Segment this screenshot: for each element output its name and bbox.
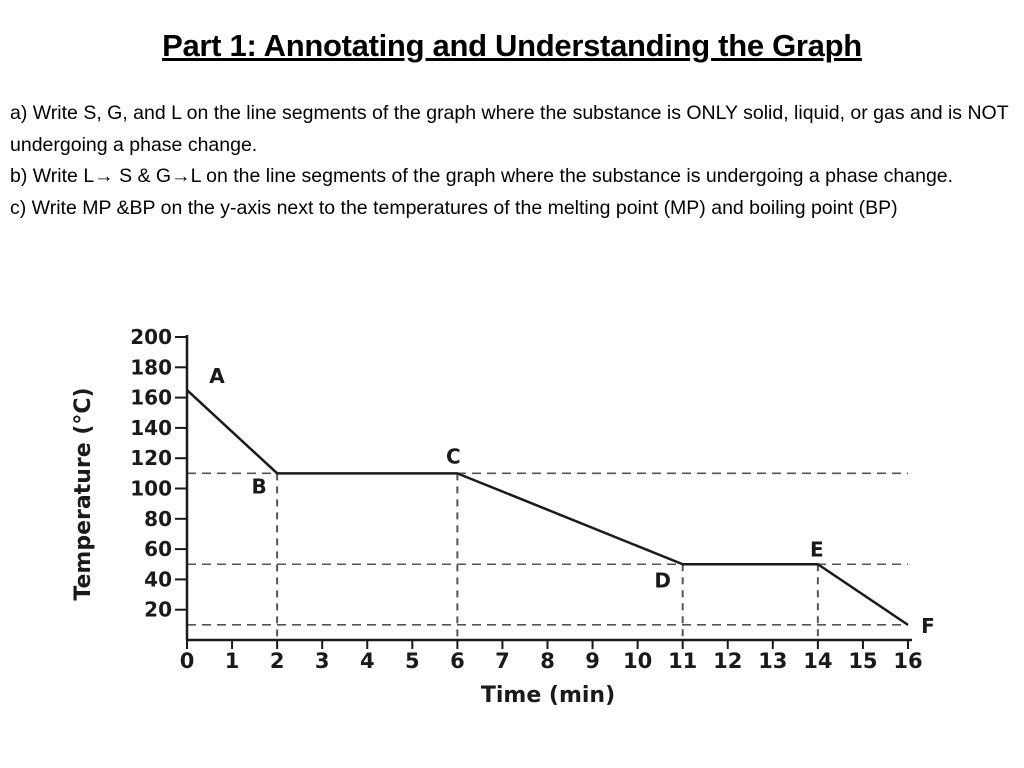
x-tick-label: 14 (803, 649, 832, 673)
point-label-a: A (209, 364, 225, 388)
x-tick-label: 8 (540, 649, 555, 673)
y-axis-title: Temperature (°C) (71, 387, 96, 600)
x-tick-label: 10 (623, 649, 652, 673)
y-tick-label: 40 (144, 567, 172, 591)
x-tick-label: 1 (225, 649, 240, 673)
x-tick-label: 16 (893, 649, 922, 673)
point-label-c: C (446, 444, 461, 468)
point-label-e: E (810, 537, 824, 561)
x-tick-label: 2 (270, 649, 285, 673)
instructions: a) Write S, G, and L on the line segment… (10, 98, 1010, 224)
y-tick-label: 100 (130, 477, 172, 501)
y-tick-label: 120 (130, 446, 172, 470)
x-tick-label: 12 (713, 649, 742, 673)
y-tick-label: 80 (144, 507, 172, 531)
point-label-d: D (654, 568, 671, 592)
x-tick-label: 13 (758, 649, 787, 673)
x-tick-label: 3 (315, 649, 330, 673)
x-tick-label: 11 (668, 649, 697, 673)
series-line (186, 389, 909, 626)
x-tick-label: 15 (848, 649, 877, 673)
y-tick-label: 60 (144, 537, 172, 561)
page-title: Part 1: Annotating and Understanding the… (162, 28, 862, 63)
x-axis-title: Time (min) (481, 683, 615, 708)
y-tick-label: 160 (130, 386, 172, 410)
instruction-c: c) Write MP &BP on the y-axis next to th… (10, 196, 898, 219)
x-tick-label: 4 (360, 649, 375, 673)
y-tick-label: 180 (130, 355, 172, 379)
x-tick-label: 7 (495, 649, 510, 673)
instruction-a: a) Write S, G, and L on the line segment… (10, 102, 1009, 156)
instruction-b: b) Write L→ S & G→L on the line segments… (10, 165, 954, 187)
y-tick-label: 140 (130, 416, 172, 440)
point-label-b: B (252, 474, 267, 498)
y-tick-label: 200 (130, 325, 172, 349)
x-tick-label: 0 (180, 649, 195, 673)
x-tick-label: 5 (405, 649, 420, 673)
x-tick-label: 9 (585, 649, 600, 673)
x-tick-label: 6 (450, 649, 465, 673)
point-label-f: F (921, 614, 935, 638)
y-tick-label: 20 (144, 598, 172, 622)
